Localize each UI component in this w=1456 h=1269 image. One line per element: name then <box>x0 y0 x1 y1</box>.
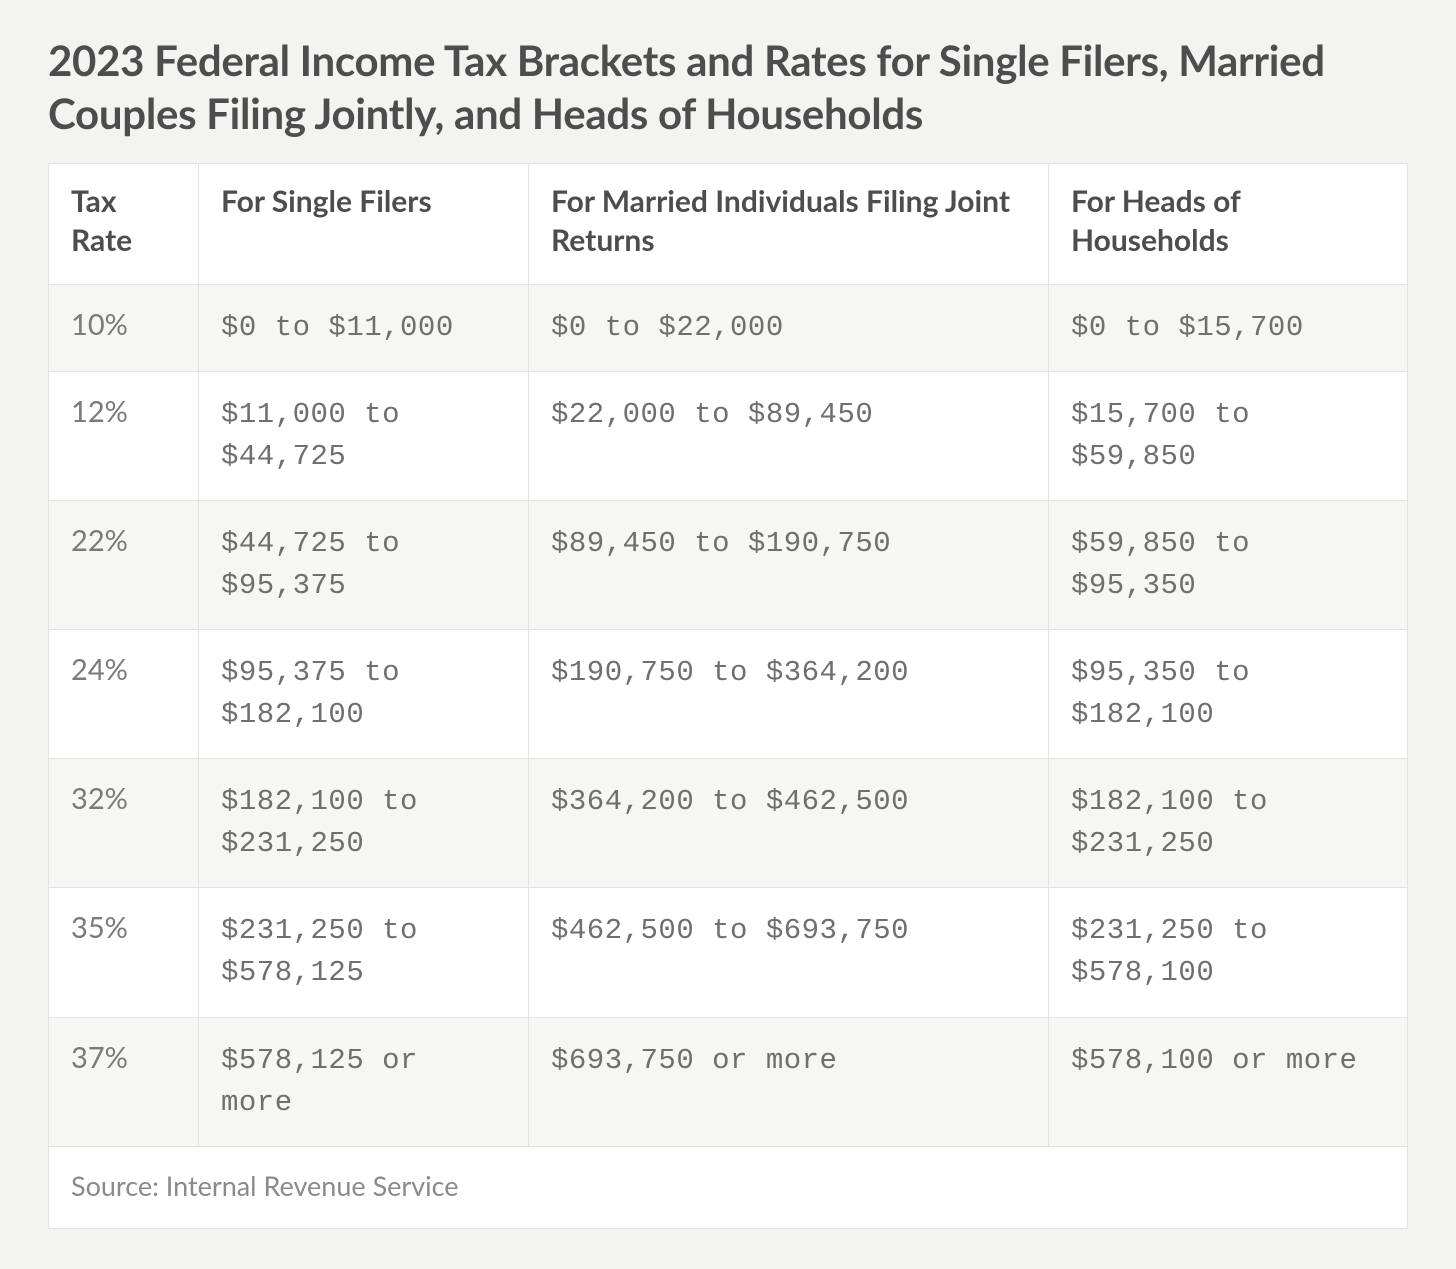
table-row: 37% $578,125 or more $693,750 or more $5… <box>49 1017 1408 1146</box>
cell-single: $95,375 to $182,100 <box>199 630 529 759</box>
table-row: 35% $231,250 to $578,125 $462,500 to $69… <box>49 888 1408 1017</box>
cell-single: $182,100 to $231,250 <box>199 759 529 888</box>
cell-rate: 32% <box>49 759 199 888</box>
cell-joint: $0 to $22,000 <box>529 285 1049 372</box>
col-header-rate: Tax Rate <box>49 164 199 285</box>
cell-joint: $22,000 to $89,450 <box>529 372 1049 501</box>
cell-rate: 10% <box>49 285 199 372</box>
cell-hoh: $182,100 to $231,250 <box>1049 759 1408 888</box>
cell-hoh: $578,100 or more <box>1049 1017 1408 1146</box>
cell-joint: $462,500 to $693,750 <box>529 888 1049 1017</box>
cell-rate: 24% <box>49 630 199 759</box>
cell-joint: $89,450 to $190,750 <box>529 501 1049 630</box>
table-header-row: Tax Rate For Single Filers For Married I… <box>49 164 1408 285</box>
cell-hoh: $59,850 to $95,350 <box>1049 501 1408 630</box>
col-header-hoh: For Heads of Households <box>1049 164 1408 285</box>
cell-rate: 35% <box>49 888 199 1017</box>
col-header-joint: For Married Individuals Filing Joint Ret… <box>529 164 1049 285</box>
cell-rate: 37% <box>49 1017 199 1146</box>
table-row: 22% $44,725 to $95,375 $89,450 to $190,7… <box>49 501 1408 630</box>
cell-single: $0 to $11,000 <box>199 285 529 372</box>
cell-single: $231,250 to $578,125 <box>199 888 529 1017</box>
cell-rate: 22% <box>49 501 199 630</box>
table-row: 10% $0 to $11,000 $0 to $22,000 $0 to $1… <box>49 285 1408 372</box>
table-row: 24% $95,375 to $182,100 $190,750 to $364… <box>49 630 1408 759</box>
page: 2023 Federal Income Tax Brackets and Rat… <box>0 0 1456 1269</box>
cell-hoh: $95,350 to $182,100 <box>1049 630 1408 759</box>
cell-single: $44,725 to $95,375 <box>199 501 529 630</box>
cell-single: $11,000 to $44,725 <box>199 372 529 501</box>
table-source: Source: Internal Revenue Service <box>49 1146 1408 1228</box>
cell-single: $578,125 or more <box>199 1017 529 1146</box>
table-row: 12% $11,000 to $44,725 $22,000 to $89,45… <box>49 372 1408 501</box>
cell-hoh: $15,700 to $59,850 <box>1049 372 1408 501</box>
tax-brackets-table: Tax Rate For Single Filers For Married I… <box>48 163 1408 1229</box>
col-header-single: For Single Filers <box>199 164 529 285</box>
cell-rate: 12% <box>49 372 199 501</box>
table-row: 32% $182,100 to $231,250 $364,200 to $46… <box>49 759 1408 888</box>
cell-joint: $190,750 to $364,200 <box>529 630 1049 759</box>
page-title: 2023 Federal Income Tax Brackets and Rat… <box>48 34 1408 139</box>
cell-hoh: $231,250 to $578,100 <box>1049 888 1408 1017</box>
table-footer-row: Source: Internal Revenue Service <box>49 1146 1408 1228</box>
cell-joint: $364,200 to $462,500 <box>529 759 1049 888</box>
cell-hoh: $0 to $15,700 <box>1049 285 1408 372</box>
cell-joint: $693,750 or more <box>529 1017 1049 1146</box>
